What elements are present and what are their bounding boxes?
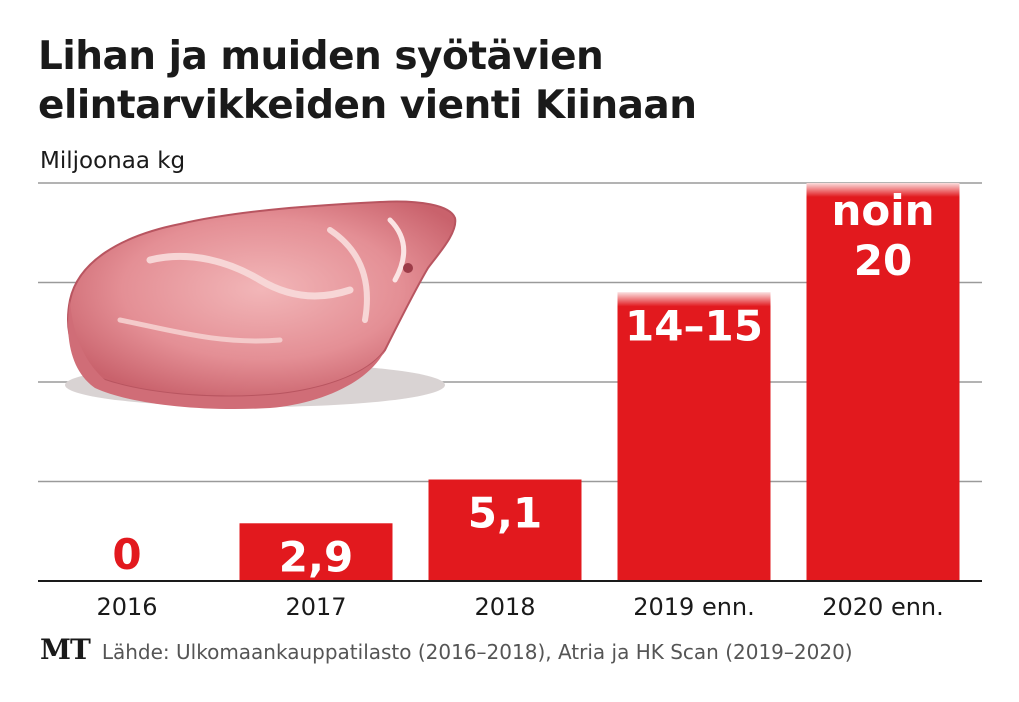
unit-label: Miljoonaa kg: [40, 148, 186, 174]
x-tick-label: 2020 enn.: [822, 593, 944, 621]
value-label: 2,9: [279, 532, 353, 581]
source-footer: MT Lähde: Ulkomaankauppatilasto (2016–20…: [40, 633, 853, 666]
title-line-1: Lihan ja muiden syötävien: [38, 34, 604, 79]
value-label: 14–15: [625, 301, 763, 350]
value-label: 20: [854, 236, 912, 285]
estimate-fade: [806, 183, 960, 197]
x-axis-ticks: 2016 2017 2018 2019 enn. 2020 enn.: [96, 593, 943, 621]
x-tick-label: 2018: [474, 593, 535, 621]
x-tick-label: 2016: [96, 593, 157, 621]
value-label: 0: [112, 530, 141, 579]
chart-title: Lihan ja muiden syötävien elintarvikkeid…: [38, 32, 697, 130]
meat-illustration: [65, 200, 457, 410]
value-label: 5,1: [468, 489, 542, 538]
bar-2017: [239, 523, 393, 581]
mt-logo: MT: [40, 633, 91, 666]
estimate-fade: [617, 292, 771, 307]
bar-2020: [806, 183, 960, 581]
x-tick-label: 2017: [285, 593, 346, 621]
bar-2019: [617, 292, 771, 581]
value-label: noin: [831, 186, 934, 235]
source-text: Lähde: Ulkomaankauppatilasto (2016–2018)…: [101, 640, 853, 664]
title-line-2: elintarvikkeiden vienti Kiinaan: [38, 83, 697, 128]
bar-2018: [428, 479, 582, 581]
x-tick-label: 2019 enn.: [633, 593, 755, 621]
